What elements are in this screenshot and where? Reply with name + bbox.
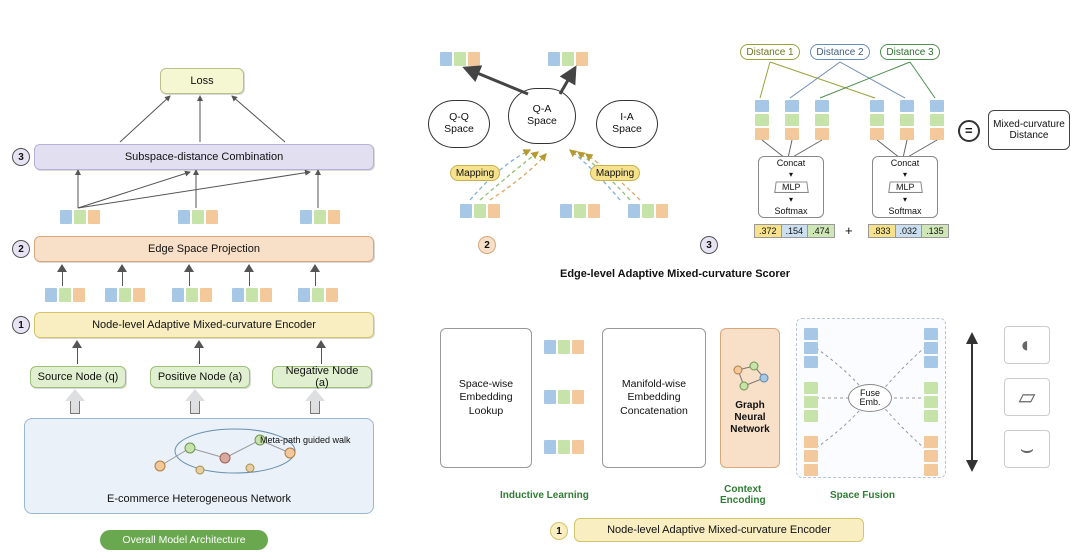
gnn-icon [730, 360, 770, 394]
rt-bot-triad-3 [628, 204, 668, 218]
manifold-plane: ▱ [1004, 378, 1050, 416]
plus-sign: + [845, 223, 853, 238]
ecom-network-label: E-commerce Heterogeneous Network [25, 493, 373, 505]
cms-box-1: Concat ▾ MLP ▾ Softmax [758, 156, 824, 218]
manifold-hyperbolic: ⌣ [1004, 430, 1050, 468]
triad-enc-1 [45, 288, 85, 302]
ia-space: I-A Space [596, 100, 658, 148]
vbar-2 [785, 100, 799, 140]
rt-top-triad-1 [440, 52, 480, 66]
vbar-4 [870, 100, 884, 140]
loss-box: Loss [160, 68, 244, 94]
up-arrow-2 [187, 390, 203, 414]
lookup-out-1 [544, 340, 584, 354]
triad-enc-2 [105, 288, 145, 302]
cms-box-2: Concat ▾ MLP ▾ Softmax [872, 156, 938, 218]
concat-box: Manifold-wise Embedding Concatenation [602, 328, 706, 468]
up-arrow-1 [67, 390, 83, 414]
dist3: Distance 3 [880, 44, 940, 60]
rt-top-triad-2 [548, 52, 588, 66]
node-encoder-caption: Node-level Adaptive Mixed-curvature Enco… [574, 518, 864, 542]
triad-proj-1 [60, 210, 100, 224]
fuse-in-3 [804, 436, 818, 476]
positive-node: Positive Node (a) [150, 366, 250, 388]
fuse-out-1 [924, 328, 938, 368]
vbar-5 [900, 100, 914, 140]
triad-enc-3 [172, 288, 212, 302]
triad-enc-4 [232, 288, 272, 302]
mapping-label-2: Mapping [590, 165, 640, 181]
fuse-node: Fuse Emb. [848, 384, 892, 412]
dist2: Distance 2 [810, 44, 870, 60]
fuse-out-2 [924, 382, 938, 422]
qq-space: Q-Q Space [428, 100, 490, 148]
mapping-label-1: Mapping [450, 165, 500, 181]
qa-space: Q-A Space [508, 88, 576, 144]
soft1: .372 .154 .474 [754, 224, 835, 238]
step-2-right: 2 [478, 236, 496, 254]
step-2-badge: 2 [12, 240, 30, 258]
dist1: Distance 1 [740, 44, 800, 60]
source-node: Source Node (q) [30, 366, 126, 388]
fuse-out-3 [924, 436, 938, 476]
gnn-box: Graph Neural Network [720, 328, 780, 468]
rt-bot-triad-1 [460, 204, 500, 218]
subspace-combo-bar: Subspace-distance Combination [34, 144, 374, 170]
manifold-sphere: ◐ [1004, 326, 1050, 364]
fuse-in-2 [804, 382, 818, 422]
mixed-distance: Mixed-curvature Distance [988, 110, 1070, 150]
context-label: Context Encoding [720, 484, 766, 506]
eq-sign: = [965, 123, 973, 138]
scorer-caption: Edge-level Adaptive Mixed-curvature Scor… [560, 268, 790, 280]
edge-projection-bar: Edge Space Projection [34, 236, 374, 262]
node-encoder-bar: Node-level Adaptive Mixed-curvature Enco… [34, 312, 374, 338]
step-3-right: 3 [700, 236, 718, 254]
vbar-1 [755, 100, 769, 140]
lookup-out-2 [544, 390, 584, 404]
step-3-badge: 3 [12, 148, 30, 166]
metapath-label: Meta-path guided walk [260, 435, 351, 445]
vbar-3 [815, 100, 829, 140]
fuse-in-1 [804, 328, 818, 368]
triad-enc-5 [298, 288, 338, 302]
spacefusion-label: Space Fusion [830, 490, 895, 501]
step-1-right: 1 [550, 522, 568, 540]
negative-node: Negative Node (a) [272, 366, 372, 388]
triad-proj-2 [178, 210, 218, 224]
rt-bot-triad-2 [560, 204, 600, 218]
iterate-arrow [960, 320, 990, 480]
overall-caption: Overall Model Architecture [100, 530, 268, 550]
lookup-out-3 [544, 440, 584, 454]
soft2: .833 .032 .135 [868, 224, 949, 238]
triad-proj-3 [300, 210, 340, 224]
lookup-box: Space-wise Embedding Lookup [440, 328, 532, 468]
inductive-label: Inductive Learning [500, 490, 589, 501]
vbar-6 [930, 100, 944, 140]
ecom-network-panel: E-commerce Heterogeneous Network [24, 418, 374, 514]
step-1-badge: 1 [12, 316, 30, 334]
up-arrow-3 [307, 390, 323, 414]
